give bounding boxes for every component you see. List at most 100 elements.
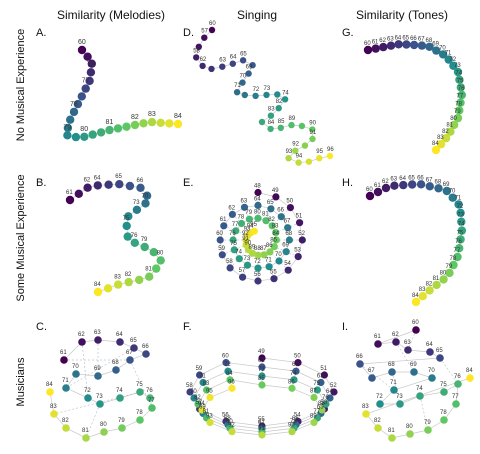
panel-f: 49 50 51 52 53 54 55 56 57 58 59 60 61 62 63 64 65 66 67 68… <box>186 349 338 439</box>
row-title-some-experience: Some Musical Experience <box>15 174 27 301</box>
panel-a-point <box>66 115 75 124</box>
panel-g-point <box>444 55 453 64</box>
panel-e-label: 48 <box>254 184 261 190</box>
panel-i-label: 65 <box>436 348 443 354</box>
panel-d-point <box>258 118 266 126</box>
panel-f-point <box>258 381 266 389</box>
panel-e-label: 71 <box>265 258 272 264</box>
panel-d-label: 70 <box>240 74 247 80</box>
panel-a-point <box>156 118 165 128</box>
panel-h-point <box>418 292 427 301</box>
panel-h-path <box>369 183 463 303</box>
panel-c-label: 65 <box>130 338 137 344</box>
panel-i-label: 81 <box>388 428 395 434</box>
panel-e-label: 59 <box>218 246 225 252</box>
panel-h-point <box>456 235 465 244</box>
panel-e-label: 78 <box>238 215 245 221</box>
panel-e-point <box>243 261 252 269</box>
panel-f-label: 62 <box>292 362 299 368</box>
panel-f-point <box>258 363 266 371</box>
panel-f-label: 57 <box>196 400 203 406</box>
panel-e-point <box>296 219 304 227</box>
panel-c-label: 66 <box>142 344 149 350</box>
panel-c-point <box>62 424 70 432</box>
panel-b-point <box>135 275 144 285</box>
panel-c-label: 74 <box>116 388 123 394</box>
panel-f-label: 72 <box>224 362 231 368</box>
panel-e-label: 55 <box>270 270 277 276</box>
panel-f-point <box>288 428 296 436</box>
panel-g-point <box>371 44 380 53</box>
panel-d-point <box>267 112 275 119</box>
panel-e-point <box>232 227 240 235</box>
panel-g-point <box>436 139 446 149</box>
panel-h-label: 73 <box>457 213 464 219</box>
panel-i-label: 77 <box>452 394 459 400</box>
panel-g-label: 64 <box>395 35 402 41</box>
panel-b-point <box>93 181 103 190</box>
panel-i-label: 60 <box>412 320 419 326</box>
panel-a-point <box>73 99 83 109</box>
panel-g-label: 78 <box>455 101 462 107</box>
panel-g-label: 83 <box>437 135 444 141</box>
panel-e-label: 60 <box>216 231 223 237</box>
panel-c-point <box>94 372 102 380</box>
panel-d-point <box>208 65 215 73</box>
panel-i-label: 83 <box>362 404 369 410</box>
panel-h-point <box>373 187 383 197</box>
panel-h-point <box>448 193 457 202</box>
panel-e-point <box>216 236 224 244</box>
panel-e-label: 87 <box>260 246 267 252</box>
panel-h-point <box>425 182 434 191</box>
panel-c-point <box>62 384 70 392</box>
panel-e-point <box>240 203 249 211</box>
panel-e-point <box>218 251 226 259</box>
panel-b-label: 76 <box>131 233 138 239</box>
panel-g-point <box>455 106 464 115</box>
panel-e-label: 53 <box>294 248 301 254</box>
panel-e-label: 56 <box>254 272 261 278</box>
panel-b-label: 65 <box>115 174 122 180</box>
panel-a-point <box>86 68 96 77</box>
panel-e-label: 90 <box>244 241 251 247</box>
panel-h-label: 81 <box>433 276 440 282</box>
panel-a-point <box>83 52 92 61</box>
panel-i-point <box>424 426 432 434</box>
panel-d-point <box>275 105 282 112</box>
panel-a-label: 79 <box>63 124 71 131</box>
panel-g-point <box>409 40 419 50</box>
panel-a-point <box>113 124 123 133</box>
panel-d-point <box>309 135 316 143</box>
panel-b-point <box>125 181 135 191</box>
panel-f-point <box>318 406 326 414</box>
panel-g-label: 71 <box>445 51 452 57</box>
panel-h-label: 80 <box>440 270 447 276</box>
panel-c-point <box>116 394 124 402</box>
panel-f-point <box>224 367 232 375</box>
panel-a-label: 83 <box>148 111 156 118</box>
panel-i-point <box>396 400 404 408</box>
panel-f-point <box>228 384 236 392</box>
panel-letter-f: F. <box>183 321 192 333</box>
panel-c-label: 70 <box>72 364 79 370</box>
panel-b-label: 61 <box>66 190 73 196</box>
panel-d-point <box>301 142 309 149</box>
panel-f-point <box>290 376 298 384</box>
panel-f-point <box>226 376 234 384</box>
panel-e-label: 74 <box>235 250 242 256</box>
panel-f-point <box>258 372 266 380</box>
panel-letter-h: H. <box>342 177 353 189</box>
panel-d-point <box>288 121 295 129</box>
panel-g-label: 67 <box>418 37 425 43</box>
panel-f-label: 51 <box>320 366 327 372</box>
panel-g-point <box>432 46 441 55</box>
panel-h-point <box>457 226 467 235</box>
panel-f-label: 71 <box>199 374 206 380</box>
panel-c-point <box>112 366 120 374</box>
panel-h-label: 84 <box>412 293 419 299</box>
panel-f-label: 54 <box>294 412 301 418</box>
panel-f-point <box>194 400 202 408</box>
panel-e-label: 76 <box>229 231 236 237</box>
panel-d-label: 94 <box>296 154 303 160</box>
